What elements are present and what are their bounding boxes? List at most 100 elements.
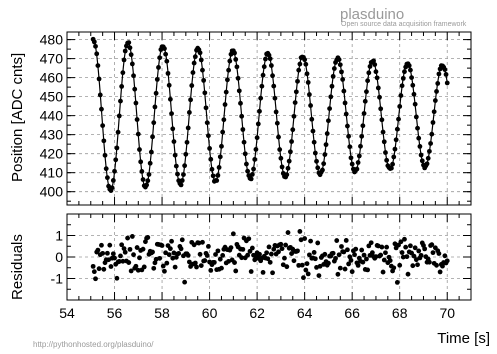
residual-point: [270, 270, 275, 276]
data-point: [129, 61, 135, 67]
residual-point: [108, 264, 114, 269]
residual-point: [166, 252, 172, 258]
data-point: [102, 152, 108, 158]
residual-point: [402, 236, 407, 242]
data-point: [417, 144, 423, 149]
data-point: [296, 67, 302, 73]
data-point: [388, 165, 394, 171]
residual-point: [430, 250, 436, 256]
data-point: [172, 152, 178, 158]
data-point: [184, 139, 190, 145]
residual-point: [308, 238, 313, 244]
data-point: [410, 82, 416, 88]
data-point: [253, 147, 259, 152]
residual-point: [436, 251, 442, 256]
data-point: [240, 127, 246, 132]
residual-point: [289, 251, 294, 256]
data-point: [207, 146, 212, 151]
bottom-xtick-label: 70: [439, 305, 455, 321]
residual-point: [118, 253, 123, 259]
residual-point: [105, 250, 110, 256]
data-point: [279, 164, 285, 170]
data-point: [148, 149, 154, 155]
residual-point: [260, 269, 266, 275]
data-point: [144, 182, 150, 188]
bottom-panel-frame: [66, 213, 472, 301]
residual-point: [416, 248, 422, 254]
data-point: [345, 123, 350, 129]
residual-point: [179, 237, 185, 243]
data-point: [97, 92, 103, 98]
data-point: [226, 67, 232, 73]
residual-point: [348, 257, 354, 263]
data-point: [150, 134, 155, 140]
data-point: [347, 144, 353, 150]
data-point: [121, 57, 127, 63]
residual-point: [271, 246, 277, 252]
data-point: [377, 94, 382, 100]
residual-point: [381, 257, 387, 263]
data-point: [362, 98, 368, 104]
residual-point: [159, 243, 165, 248]
residual-point: [211, 259, 217, 265]
data-point: [398, 93, 404, 98]
residual-point: [442, 253, 448, 259]
data-point: [163, 51, 169, 57]
residual-point: [311, 250, 317, 255]
data-point: [145, 178, 151, 184]
residual-point: [398, 239, 404, 245]
data-point: [378, 106, 384, 112]
data-point: [215, 172, 221, 178]
data-point: [113, 157, 119, 163]
residual-point: [233, 268, 239, 274]
data-point: [360, 123, 366, 129]
residual-point: [317, 263, 323, 269]
data-point: [291, 113, 297, 119]
data-point: [227, 58, 233, 64]
data-point: [297, 61, 303, 67]
residual-point: [364, 256, 369, 262]
residual-point: [305, 271, 311, 277]
data-point: [251, 166, 256, 172]
residual-point: [343, 238, 349, 243]
data-point: [258, 95, 264, 101]
data-point: [431, 109, 437, 115]
residual-point: [315, 240, 321, 246]
residual-point: [444, 258, 450, 264]
x-axis-label: Time [s]: [437, 330, 490, 347]
residual-point: [302, 236, 308, 241]
data-point: [409, 75, 414, 80]
residual-point: [176, 251, 182, 256]
data-point: [200, 67, 205, 73]
residual-point: [131, 252, 136, 258]
data-point: [429, 131, 435, 137]
data-point: [392, 146, 398, 152]
data-point: [267, 56, 273, 62]
data-point: [286, 158, 292, 164]
data-point: [290, 127, 296, 133]
y-axis-label-bottom: Residuals: [9, 234, 26, 300]
data-point: [112, 168, 117, 174]
top-ytick-label: 430: [40, 127, 64, 143]
data-point: [270, 73, 275, 79]
bottom-xtick-label: 62: [249, 305, 265, 321]
residual-point: [412, 245, 418, 251]
residual-point: [353, 246, 359, 252]
residual-point: [151, 265, 157, 271]
residual-point: [411, 253, 417, 259]
residual-point: [394, 279, 400, 285]
data-point: [400, 75, 406, 81]
bottom-xtick-label: 58: [154, 305, 170, 321]
residual-point: [334, 238, 340, 243]
top-ytick-label: 400: [40, 184, 64, 200]
data-point: [274, 120, 280, 126]
residual-point: [200, 239, 205, 245]
top-ytick-label: 480: [40, 32, 64, 48]
data-point: [326, 118, 331, 124]
watermark-title: plasduino: [340, 6, 405, 23]
residual-point: [361, 252, 367, 258]
data-point: [428, 141, 433, 146]
data-point: [217, 154, 223, 160]
residual-point: [304, 261, 310, 267]
residual-point: [355, 262, 361, 268]
